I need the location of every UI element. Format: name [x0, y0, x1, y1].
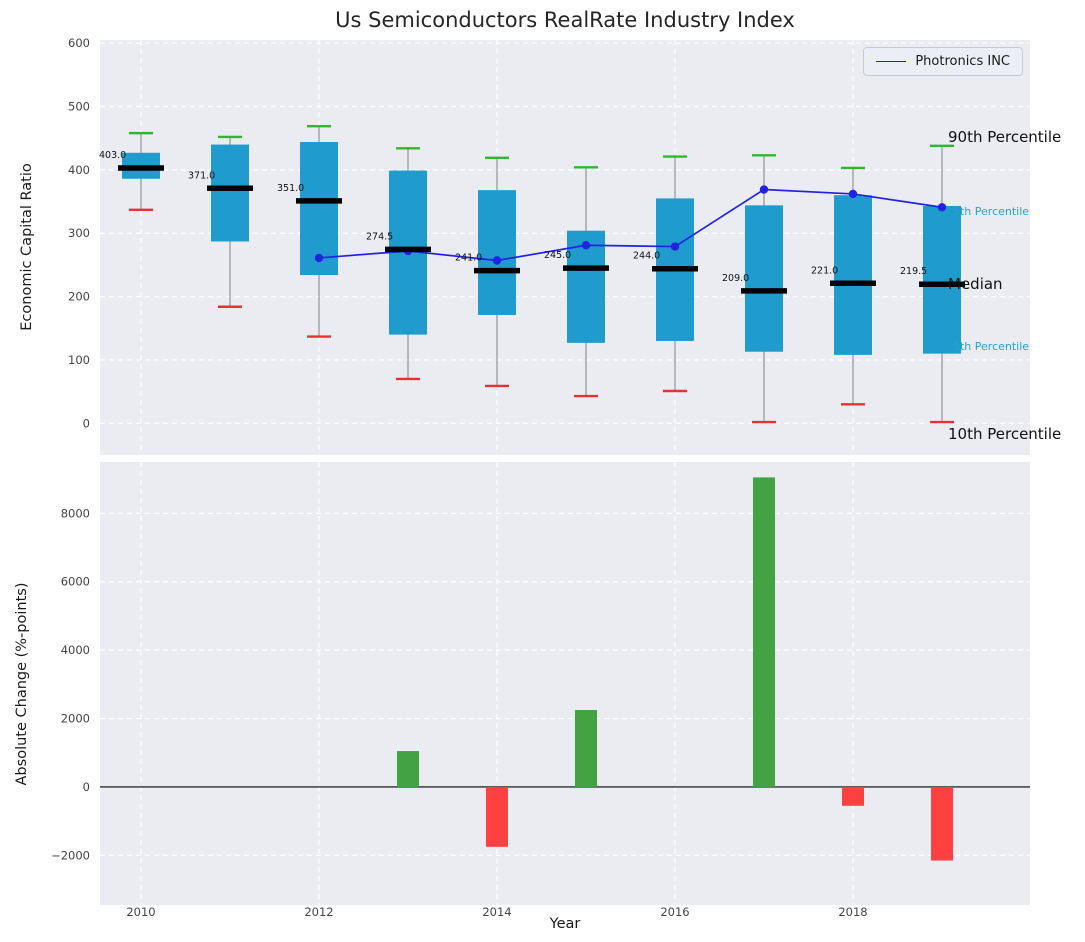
chart-title: Us Semiconductors RealRate Industry Inde… [335, 8, 795, 32]
median-value-label: 351.0 [277, 183, 304, 194]
svg-text:2016: 2016 [660, 905, 689, 919]
boxplot-2012 [300, 124, 338, 338]
bottom-ytick-labels: −2000 0 2000 4000 6000 8000 [51, 506, 90, 862]
median-value-label: 241.0 [455, 253, 482, 264]
svg-text:2010: 2010 [126, 905, 155, 919]
median-value-label: 403.0 [99, 150, 126, 161]
bottom-plot-area [100, 462, 1030, 905]
median-value-label: 221.0 [811, 265, 838, 276]
iqr-box [211, 144, 249, 242]
median-value-label: 274.5 [366, 231, 393, 242]
bar-2013 [397, 751, 419, 787]
bar-2015 [575, 710, 597, 787]
svg-text:2000: 2000 [61, 712, 90, 726]
svg-text:500: 500 [68, 100, 90, 114]
iqr-box [478, 190, 516, 315]
bar-2019 [931, 786, 953, 861]
svg-text:300: 300 [68, 226, 90, 240]
svg-text:2014: 2014 [482, 905, 511, 919]
median-value-label: 219.5 [900, 266, 927, 277]
svg-text:2012: 2012 [304, 905, 333, 919]
boxplot-2019 [923, 144, 961, 424]
bar-2017 [753, 477, 775, 787]
right-label-4: 10th Percentile [948, 424, 1062, 443]
median-value-label: 371.0 [188, 170, 215, 181]
boxplot-2011 [211, 135, 249, 308]
right-label-0: 90th Percentile [948, 128, 1062, 147]
iqr-box [745, 205, 783, 352]
svg-text:6000: 6000 [61, 575, 90, 589]
bottom-ylabel: Absolute Change (%-points) [14, 582, 30, 786]
photronics-marker [670, 242, 680, 251]
svg-text:8000: 8000 [61, 506, 90, 520]
boxplot-2017 [745, 154, 783, 424]
bar-2014 [486, 786, 508, 847]
xtick-labels: 2010 2012 2014 2016 2018 [126, 905, 867, 919]
top-plot-area [100, 40, 1030, 455]
iqr-box [923, 206, 961, 354]
photronics-marker [937, 203, 947, 212]
median-value-label: 245.0 [544, 250, 571, 261]
xlabel: Year [549, 916, 581, 932]
svg-text:4000: 4000 [61, 643, 90, 657]
svg-text:200: 200 [68, 290, 90, 304]
right-label-2: Median [948, 275, 1003, 294]
photronics-marker [848, 189, 858, 199]
photronics-marker [581, 241, 591, 250]
legend-label: Photronics INC [915, 54, 1010, 69]
boxplot-2018 [834, 166, 872, 406]
iqr-box [300, 142, 338, 276]
bar-2018 [842, 786, 864, 806]
photronics-marker [492, 256, 502, 265]
right-label-3: 5th Percentile [953, 339, 1030, 353]
top-ytick-labels: 0 100 200 300 400 500 600 [68, 36, 90, 430]
svg-text:400: 400 [68, 163, 90, 177]
legend[interactable]: Photronics INC [863, 47, 1023, 76]
svg-text:0: 0 [83, 416, 90, 430]
svg-text:600: 600 [68, 36, 90, 50]
svg-text:−2000: −2000 [51, 848, 90, 862]
boxplot-2014 [478, 156, 516, 388]
photronics-line [318, 188, 943, 262]
svg-text:2018: 2018 [838, 905, 867, 919]
median-value-label: 209.0 [722, 273, 749, 284]
svg-text:0: 0 [83, 780, 90, 794]
right-label-1: 5th Percentile [953, 205, 1030, 219]
median-value-label: 244.0 [633, 251, 660, 262]
iqr-box [834, 195, 872, 355]
top-ylabel: Economic Capital Ratio [19, 163, 35, 331]
svg-text:100: 100 [68, 353, 90, 367]
photronics-marker [314, 253, 324, 263]
legend-line-sample [876, 61, 907, 62]
photronics-marker [759, 185, 769, 194]
